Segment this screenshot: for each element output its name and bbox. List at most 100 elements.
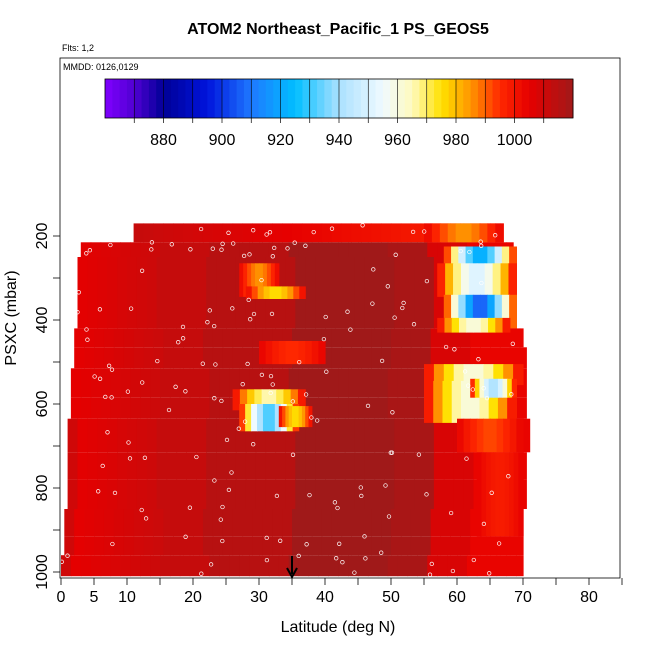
y-axis-label: PSXC (mbar): [3, 270, 20, 365]
heatmap-cell: [494, 246, 503, 276]
y-tick-label: 400: [34, 307, 51, 334]
heatmap-cell: [196, 479, 207, 509]
marker-arrow-head: [286, 567, 298, 580]
heatmap-cell: [431, 223, 441, 243]
heatmap-cell: [232, 509, 244, 537]
sample-marker: [242, 419, 248, 424]
sample-marker: [87, 248, 93, 253]
sample-marker: [230, 306, 235, 311]
heatmap-cell: [341, 223, 352, 243]
heatmap-cell: [437, 242, 448, 257]
heatmap-cell: [242, 347, 253, 369]
colorbar-cell: [353, 79, 362, 118]
heatmap-cell: [77, 479, 88, 509]
heatmap-cell: [479, 380, 490, 423]
heatmap-cell: [308, 406, 313, 428]
heatmap-cell: [140, 242, 151, 257]
sample-marker: [385, 284, 390, 289]
heatmap-cell: [249, 368, 260, 398]
sample-marker: [400, 305, 405, 311]
heatmap-cell: [361, 536, 372, 556]
heatmap-cell: [499, 452, 506, 537]
heatmap-cell: [440, 509, 451, 537]
heatmap-cell: [404, 452, 415, 480]
heatmap-cell: [305, 479, 316, 509]
heatmap-cell: [315, 452, 326, 480]
sample-marker: [97, 307, 103, 312]
heatmap-cell: [212, 347, 224, 369]
heatmap-cell: [424, 380, 434, 423]
heatmap-cell: [443, 479, 455, 509]
sample-marker: [207, 308, 212, 313]
heatmap-cell: [183, 223, 194, 243]
heatmap-cell: [272, 223, 283, 243]
heatmap-cell: [130, 242, 141, 257]
heatmap-cell: [391, 223, 402, 243]
sample-marker: [429, 561, 434, 567]
heatmap-cell: [146, 479, 158, 509]
heatmap-cell: [315, 299, 326, 329]
heatmap-cell: [509, 418, 517, 453]
heatmap-cell: [120, 555, 131, 577]
heatmap-cell: [490, 418, 498, 453]
colorbar-cell: [243, 79, 252, 118]
heatmap-cell: [502, 378, 508, 398]
heatmap-cell: [235, 299, 247, 329]
x-tick-label: 40: [316, 589, 334, 606]
sample-marker: [362, 534, 367, 539]
heatmap-cell: [495, 452, 501, 537]
sample-marker: [393, 252, 398, 257]
heatmap-cell: [480, 347, 491, 369]
heatmap-cell: [354, 452, 366, 480]
heatmap-cell: [387, 242, 399, 257]
heatmap-cell: [202, 536, 214, 556]
heatmap-cell: [189, 397, 201, 419]
heatmap-cell: [424, 299, 435, 329]
colorbar-cell: [368, 79, 377, 118]
heatmap-cell: [519, 328, 524, 348]
heatmap-cell: [394, 418, 405, 453]
heatmap-cell: [186, 299, 197, 329]
sample-marker: [251, 442, 256, 447]
sample-marker: [424, 492, 429, 497]
sample-marker: [479, 243, 484, 248]
heatmap-cell: [374, 479, 385, 509]
sample-marker: [109, 395, 114, 400]
heatmap-cell: [351, 328, 362, 348]
heatmap-cell: [351, 536, 362, 556]
heatmap-cell: [257, 404, 264, 432]
heatmap-cell: [394, 299, 405, 329]
colorbar-cell: [265, 79, 274, 118]
heatmap-cell: [501, 294, 510, 329]
heatmap-cell: [70, 397, 82, 419]
sample-marker: [383, 483, 388, 488]
heatmap-cell: [444, 317, 453, 333]
sample-marker: [241, 253, 247, 259]
heatmap-cell: [504, 452, 510, 537]
heatmap-cell: [443, 246, 452, 276]
colorbar-cell: [331, 79, 340, 118]
heatmap-cell: [117, 299, 128, 329]
colorbar-cell: [463, 79, 472, 118]
heatmap-cell: [374, 418, 385, 453]
heatmap-cell: [465, 294, 474, 329]
heatmap-cell: [209, 368, 220, 398]
heatmap-cell: [255, 299, 267, 329]
heatmap-cell: [97, 418, 108, 453]
heatmap-cell: [136, 452, 148, 480]
heatmap-cell: [130, 397, 141, 419]
heatmap-cell: [87, 479, 98, 509]
heatmap-cell: [113, 509, 125, 537]
heatmap-cell: [400, 223, 412, 243]
heatmap-cell: [80, 242, 92, 257]
heatmap-cell: [400, 328, 412, 348]
heatmap-cell: [364, 479, 376, 509]
heatmap-cell: [331, 328, 343, 348]
heatmap-cell: [173, 347, 184, 369]
colorbar-tick-label: 1000: [497, 132, 533, 149]
heatmap-cell: [348, 555, 359, 577]
heatmap-cell: [242, 328, 253, 348]
heatmap-cell: [499, 347, 511, 369]
heatmap-cell: [212, 536, 224, 556]
heatmap-cell: [176, 299, 187, 329]
